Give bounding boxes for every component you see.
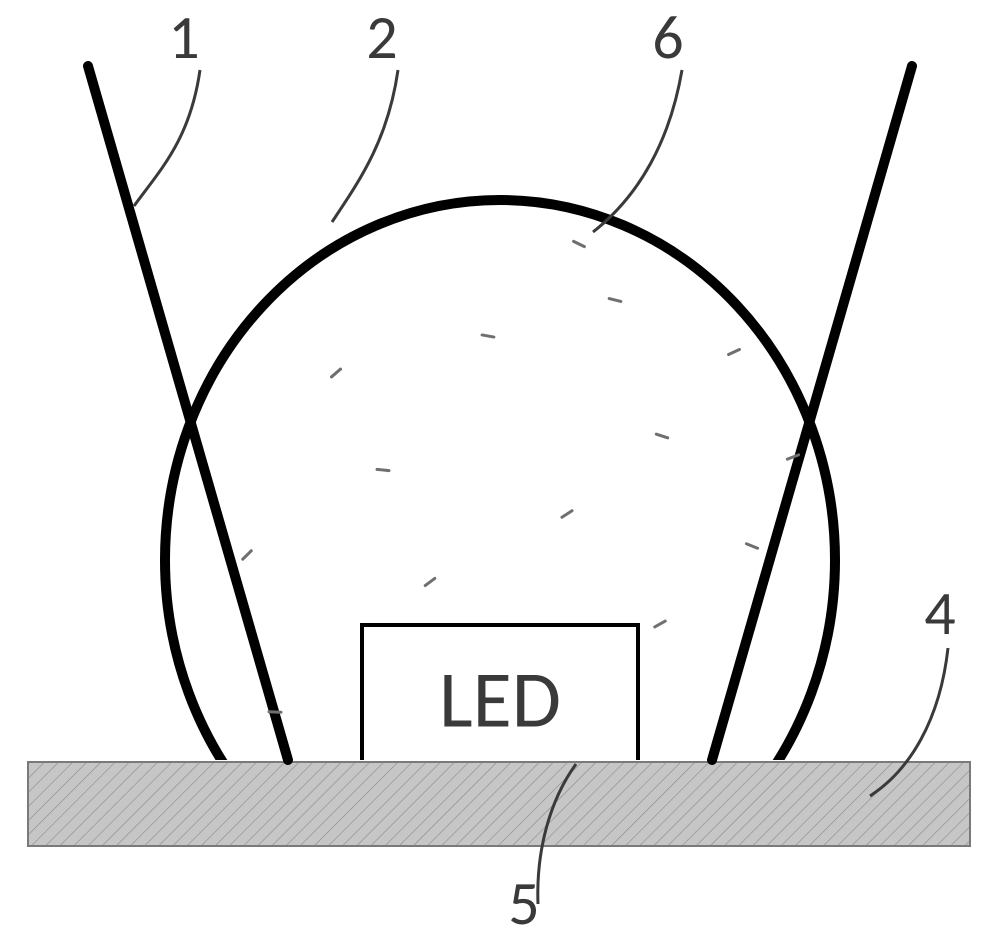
diagram-svg: LED 1 2 6 4 5	[0, 0, 1000, 934]
particle	[377, 469, 389, 470]
callout-label-6: 6	[652, 0, 683, 75]
callout-label-5: 5	[508, 865, 539, 934]
callout-label-2: 2	[366, 0, 397, 75]
callout-label-1: 1	[168, 0, 199, 75]
callout-label-4: 4	[924, 575, 955, 651]
substrate	[28, 762, 970, 846]
led-label: LED	[439, 651, 561, 748]
particle	[482, 335, 494, 337]
